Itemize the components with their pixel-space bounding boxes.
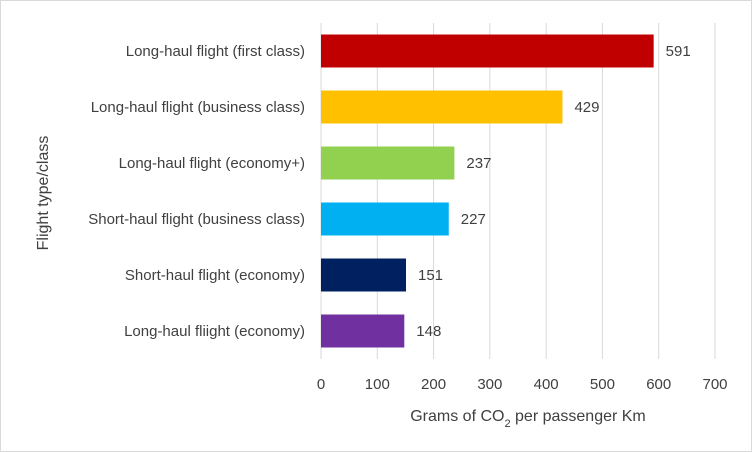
data-label: 591 [666, 43, 691, 60]
x-tick-label: 200 [421, 376, 446, 393]
bar [321, 314, 405, 348]
x-axis-title-main: Grams of CO [410, 408, 504, 425]
x-axis-title-rest: per passenger Km [511, 408, 646, 425]
x-axis-title-subscript: 2 [504, 418, 510, 430]
bar [321, 90, 563, 124]
x-axis-title: Grams of CO2 per passenger Km [410, 408, 646, 430]
bars [321, 34, 654, 348]
data-label: 148 [416, 323, 441, 340]
data-label: 237 [466, 155, 491, 172]
bar [321, 34, 654, 68]
category-labels: Long-haul flight (first class) Long-haul … [88, 43, 305, 340]
gridlines [320, 23, 716, 359]
data-label: 227 [461, 211, 486, 228]
category-label: Long-haul flight (economy+) [119, 155, 305, 172]
x-tick-label: 100 [365, 376, 390, 393]
data-label: 429 [574, 99, 599, 116]
x-tick-label: 0 [317, 376, 325, 393]
data-label: 151 [418, 267, 443, 284]
category-label: Short-haul flight (economy) [125, 267, 305, 284]
category-label: Long-haul flight (first class) [126, 43, 305, 60]
category-label: Long-haul flight (business class) [91, 99, 305, 116]
x-tick-label: 300 [477, 376, 502, 393]
category-label: Long-haul fliight (economy) [124, 323, 305, 340]
category-label: Short-haul flight (business class) [88, 211, 305, 228]
x-tick-label: 500 [590, 376, 615, 393]
x-tick-label: 400 [534, 376, 559, 393]
data-labels: 591 429 237 227 151 148 [416, 43, 690, 340]
bar [321, 258, 406, 292]
bar [321, 146, 455, 180]
bar [321, 202, 449, 236]
x-tick-label: 600 [646, 376, 671, 393]
y-axis-title: Flight type/class [35, 136, 52, 251]
x-tick-label: 700 [702, 376, 727, 393]
x-tick-labels: 0 100 200 300 400 500 600 700 [317, 376, 728, 393]
